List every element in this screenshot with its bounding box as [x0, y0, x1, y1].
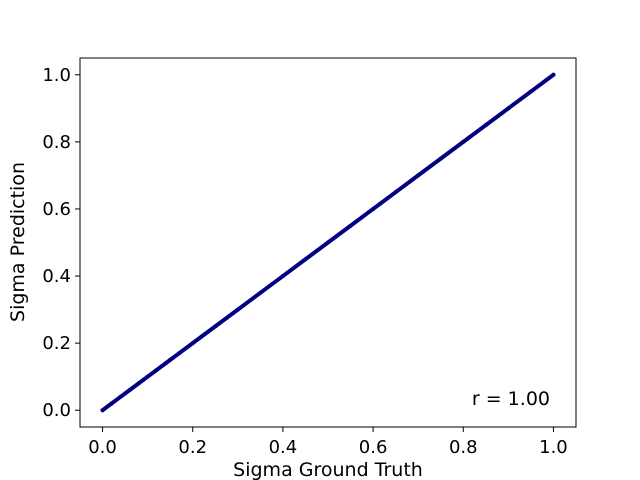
data-point	[163, 361, 168, 366]
x-tick-label: 0.2	[178, 437, 207, 458]
data-point	[371, 206, 376, 211]
plot-points	[100, 72, 556, 413]
x-tick-label: 0.6	[359, 437, 388, 458]
y-tick-label: 1.0	[42, 65, 71, 86]
correlation-annotation: r = 1.00	[472, 388, 550, 410]
data-point	[416, 173, 421, 178]
data-point	[168, 357, 173, 362]
x-axis: 0.0 0.2 0.4 0.6 0.8 1.0	[88, 427, 568, 458]
data-point	[213, 324, 218, 329]
x-tick-label: 0.0	[88, 437, 117, 458]
x-tick-label: 1.0	[539, 437, 568, 458]
data-point	[177, 351, 182, 356]
x-axis-label: Sigma Ground Truth	[233, 459, 423, 480]
data-point	[280, 274, 285, 279]
y-tick-label: 0.0	[42, 400, 71, 421]
data-point	[123, 391, 128, 396]
data-point	[551, 72, 556, 77]
y-axis: 0.0 0.2 0.4 0.6 0.8 1.0	[42, 65, 80, 421]
data-point	[258, 290, 263, 295]
data-point	[438, 156, 443, 161]
data-point	[145, 374, 150, 379]
x-tick-label: 0.8	[449, 437, 478, 458]
y-tick-label: 0.6	[42, 199, 71, 220]
data-point	[100, 408, 105, 413]
y-axis-label: Sigma Prediction	[7, 162, 29, 322]
data-point	[118, 394, 123, 399]
data-point	[326, 240, 330, 245]
y-tick-label: 0.2	[42, 333, 71, 354]
data-point	[154, 367, 159, 372]
data-point	[127, 388, 132, 393]
data-point	[461, 139, 466, 144]
data-point	[136, 381, 141, 386]
data-point	[528, 89, 533, 94]
x-tick-label: 0.4	[269, 437, 298, 458]
data-point	[109, 401, 114, 406]
data-point	[348, 223, 353, 228]
data-point	[483, 123, 488, 128]
data-point	[393, 190, 398, 195]
data-point	[303, 257, 308, 262]
data-point	[235, 307, 240, 312]
data-point	[506, 106, 511, 111]
data-point	[190, 341, 195, 346]
y-tick-label: 0.8	[42, 132, 71, 153]
plot-frame	[79, 57, 577, 428]
data-point	[141, 378, 146, 383]
y-tick-label: 0.4	[42, 266, 71, 287]
